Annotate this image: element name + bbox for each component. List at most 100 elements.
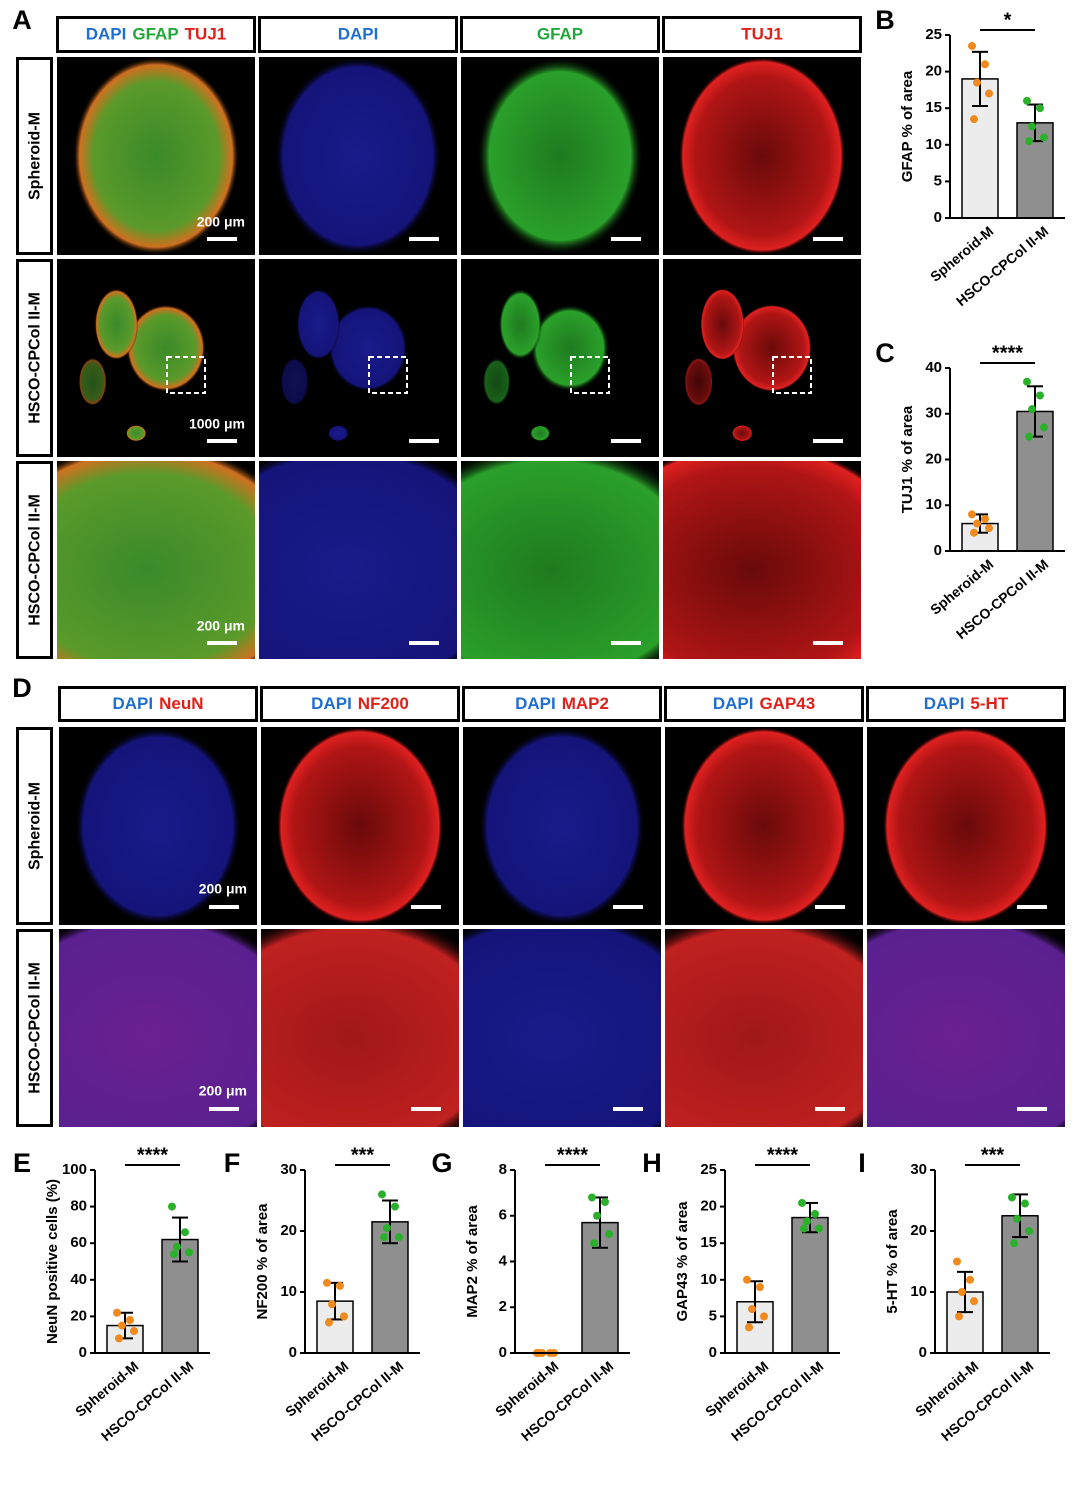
y-tick-label: 5 [709,1307,717,1324]
tissue [732,304,812,392]
header-word: DAPI [713,694,754,713]
x-tick-label: HSCO-CPCol II-M [98,1358,196,1444]
data-point [955,1312,963,1321]
row-label-box [16,727,53,925]
micrograph-content [678,57,846,255]
significance-label: *** [981,1144,1005,1166]
data-point [378,1190,386,1199]
header-word: GFAP [132,25,178,44]
header-label: DAPI MAP2 [515,694,609,713]
y-tick-label: 0 [934,542,942,559]
y-tick-label: 6 [499,1207,507,1224]
tissue [732,425,753,442]
data-point [1008,1193,1016,1202]
x-tick-label: HSCO-CPCol II-M [308,1358,406,1444]
header-label: DAPI [338,25,379,44]
y-tick-label: 40 [925,359,942,376]
panel-letter: A [12,5,32,35]
row-label-box [16,461,53,659]
data-point [336,1281,344,1290]
row-label: Spheroid-M [27,782,44,870]
y-tick-label: 100 [62,1161,87,1178]
data-point [323,1278,331,1287]
zoom-box [368,356,408,394]
data-point [1013,1214,1021,1223]
panel-letter: D [12,673,32,703]
tissue [328,304,408,392]
data-point [803,1217,811,1226]
data-point [1028,405,1036,414]
y-tick-label: 40 [70,1271,87,1288]
tissue [78,358,107,406]
tissue [126,304,206,392]
data-point [588,1193,596,1202]
tissue [665,929,863,1127]
y-tick-label: 25 [925,26,942,43]
data-point [973,78,981,87]
y-tick-label: 20 [925,450,942,467]
panel-letter: I [858,1148,866,1178]
data-point [1010,1239,1018,1248]
header-word: DAPI [86,25,127,44]
error-bar [1012,1193,1028,1239]
header-word: 5-HT [970,694,1008,713]
data-point [168,1202,176,1211]
y-tick-label: 30 [280,1161,297,1178]
y-tick-label: 10 [925,496,942,513]
data-point [1040,133,1048,142]
scale-bar-label: 200 μm [197,214,245,230]
data-point [126,1316,134,1325]
y-axis-label: GFAP % of area [899,70,916,182]
header-box [662,16,862,53]
y-tick-label: 60 [70,1234,87,1251]
micrograph-content [665,929,863,1127]
y-tick-label: 10 [910,1283,927,1300]
header-label: DAPI NF200 [311,694,409,713]
header-label: DAPI 5-HT [924,694,1009,713]
data-point [1025,432,1033,441]
data-point [958,1288,966,1296]
micrograph-content [72,57,240,255]
x-tick-label: HSCO-CPCol II-M [953,223,1051,309]
data-point [325,1318,333,1327]
micrograph-content [259,461,457,659]
micrograph-content [74,727,242,925]
x-tick-label: HSCO-CPCol II-M [728,1358,826,1444]
row-label: HSCO-CPCol II-M [27,962,44,1094]
data-point [760,1312,768,1321]
data-point [1025,1227,1033,1235]
zoom-box [166,356,206,394]
data-point [170,1250,178,1259]
y-tick-label: 30 [910,1161,927,1178]
micrograph-content [882,727,1050,925]
tissue [498,288,543,360]
data-point [1023,96,1031,105]
y-tick-label: 0 [79,1344,87,1361]
data-point [130,1327,138,1336]
data-point [985,89,993,98]
x-tick-label: HSCO-CPCol II-M [938,1358,1036,1444]
micrograph-content [476,57,644,255]
row-label: Spheroid-M [27,112,44,200]
zoom-box [570,356,610,394]
tissue [59,929,257,1127]
data-point [181,1228,189,1237]
panel-letter: F [224,1148,241,1178]
y-axis-label: TUJ1 % of area [899,405,916,513]
y-tick-label: 30 [925,405,942,422]
data-point [970,528,978,537]
y-tick-label: 0 [289,1344,297,1361]
data-point [968,41,976,50]
data-point [981,60,989,69]
data-point [811,1209,819,1218]
data-point [1025,137,1033,146]
tissue [530,304,610,392]
header-word: NeuN [159,694,203,713]
micrograph-content [684,288,812,442]
data-point [815,1224,823,1233]
y-axis-label: NF200 % of area [254,1203,271,1320]
data-point [970,115,978,124]
y-axis-label: MAP2 % of area [464,1205,481,1318]
